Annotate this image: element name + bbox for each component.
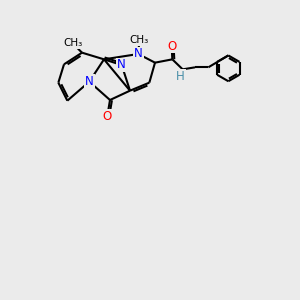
Text: CH₃: CH₃ bbox=[63, 38, 82, 48]
Text: O: O bbox=[103, 110, 112, 122]
Text: CH₃: CH₃ bbox=[130, 35, 149, 45]
Text: N: N bbox=[134, 47, 143, 61]
Text: H: H bbox=[176, 70, 185, 83]
Text: N: N bbox=[117, 58, 126, 71]
Text: N: N bbox=[85, 75, 94, 88]
Text: O: O bbox=[167, 40, 176, 52]
